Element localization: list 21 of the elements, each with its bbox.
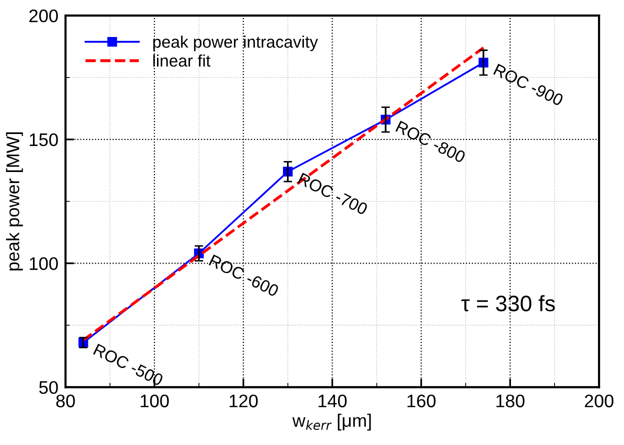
annotation: τ = 330 fs: [461, 295, 555, 312]
x-tick-label: 140: [318, 394, 347, 408]
x-axis-title: w$_{kerr}$ [μm]: [292, 414, 371, 431]
x-tick-label: 120: [230, 394, 258, 408]
y-axis-title: peak power [MW]: [6, 132, 23, 270]
x-tick-label: 100: [140, 394, 169, 408]
annotation: ROC -900: [493, 64, 564, 106]
annotation: ROC -800: [395, 120, 466, 164]
x-tick-label: 200: [584, 394, 614, 408]
annotation: ROC -600: [208, 254, 280, 297]
y-tick-label: 50: [39, 381, 58, 394]
annotation: ROC -500: [93, 344, 164, 386]
x-tick-label: 180: [496, 394, 524, 408]
legend-label: peak power intracavity: [153, 36, 318, 52]
x-tick-label: 80: [56, 394, 75, 408]
y-tick-label: 100: [30, 257, 58, 270]
legend-label: linear fit: [153, 54, 210, 67]
x-tick-label: 160: [408, 394, 436, 408]
y-tick-label: 200: [29, 10, 58, 22]
annotation: ROC -700: [298, 172, 368, 216]
y-tick-label: 150: [30, 133, 58, 146]
